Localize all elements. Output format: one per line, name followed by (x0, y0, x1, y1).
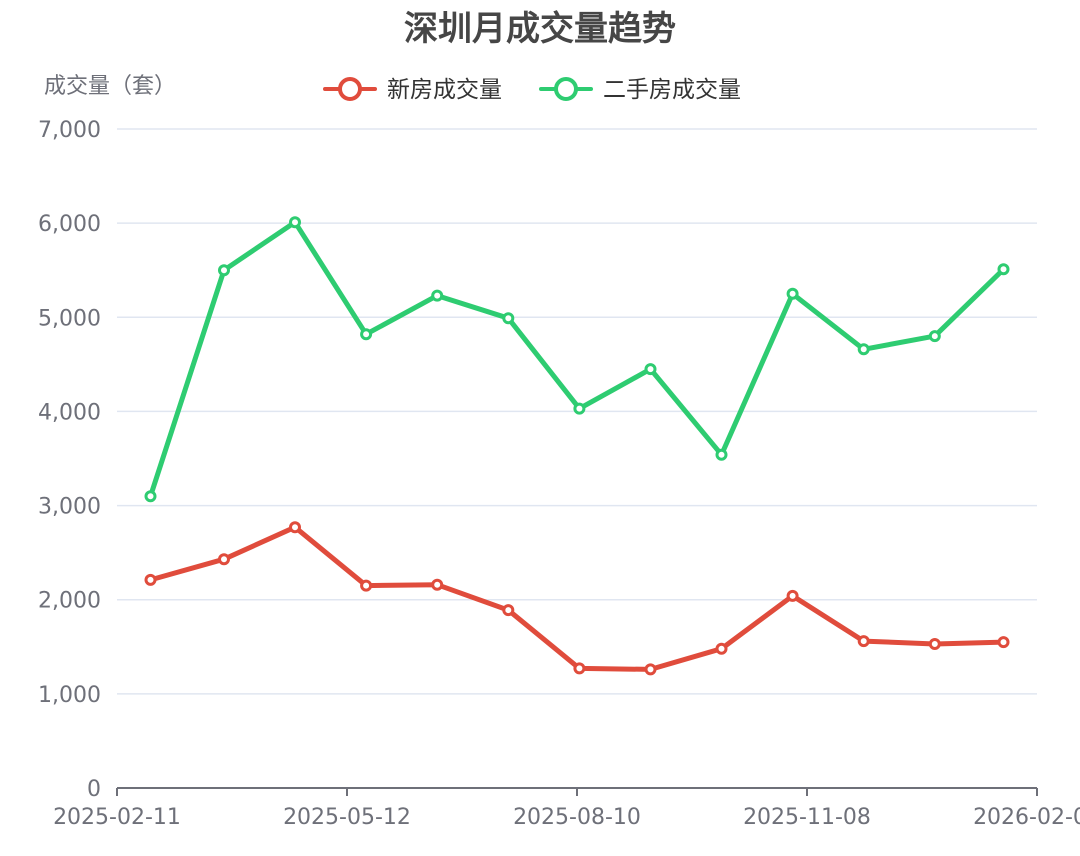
series-layer (144, 216, 1010, 676)
y-axis-ticks: 0 1,000 2,000 3,000 4,000 5,000 6,000 7,000 (38, 118, 101, 802)
data-point[interactable] (218, 264, 230, 277)
data-point[interactable] (857, 635, 870, 648)
data-point[interactable] (997, 636, 1010, 649)
data-point[interactable] (431, 289, 444, 302)
data-point[interactable] (289, 521, 301, 534)
data-point[interactable] (857, 343, 870, 356)
data-point[interactable] (144, 490, 157, 503)
chart-title: 深圳月成交量趋势 (404, 9, 676, 49)
y-tick-label: 5,000 (38, 306, 101, 331)
y-tick-label: 2,000 (38, 589, 101, 614)
data-point[interactable] (644, 663, 657, 676)
data-point[interactable] (715, 642, 728, 655)
data-point[interactable] (431, 578, 444, 591)
y-tick-label: 0 (87, 777, 101, 802)
data-point[interactable] (997, 263, 1010, 276)
x-tick-label: 2025-02-11 (53, 805, 181, 830)
y-tick-label: 1,000 (38, 683, 101, 708)
data-point[interactable] (289, 216, 301, 229)
legend-item-resale-homes[interactable]: 二手房成交量 (539, 77, 741, 103)
legend-label-resale-homes: 二手房成交量 (603, 77, 741, 103)
y-tick-label: 3,000 (38, 495, 101, 520)
x-axis: 2025-02-11 2025-05-12 2025-08-10 2025-11-08… (53, 787, 1080, 830)
data-point[interactable] (644, 363, 657, 376)
y-tick-label: 7,000 (38, 118, 101, 143)
series-line (148, 524, 1006, 672)
data-point[interactable] (360, 579, 373, 592)
data-point[interactable] (786, 589, 799, 602)
series-line (148, 219, 1006, 499)
data-point[interactable] (786, 287, 799, 300)
data-point[interactable] (218, 553, 230, 566)
legend: 新房成交量 二手房成交量 (323, 77, 741, 103)
y-tick-label: 6,000 (38, 212, 101, 237)
data-point[interactable] (715, 448, 728, 461)
data-point[interactable] (360, 328, 373, 341)
series-0 (144, 521, 1010, 676)
series-1 (144, 216, 1010, 503)
data-point[interactable] (144, 573, 157, 586)
data-point[interactable] (502, 604, 515, 617)
x-tick-label: 2025-05-12 (283, 805, 411, 830)
y-axis-label: 成交量（套） (44, 74, 176, 99)
legend-item-new-homes[interactable]: 新房成交量 (323, 77, 502, 103)
data-point[interactable] (502, 312, 515, 325)
y-tick-label: 4,000 (38, 400, 101, 425)
data-point[interactable] (928, 330, 941, 343)
legend-label-new-homes: 新房成交量 (387, 77, 502, 103)
data-point[interactable] (573, 662, 586, 675)
x-tick-label: 2026-02-06 (973, 805, 1080, 830)
x-tick-label: 2025-11-08 (743, 805, 871, 830)
data-point[interactable] (928, 638, 941, 650)
data-point[interactable] (573, 402, 586, 415)
x-tick-label: 2025-08-10 (513, 805, 641, 830)
